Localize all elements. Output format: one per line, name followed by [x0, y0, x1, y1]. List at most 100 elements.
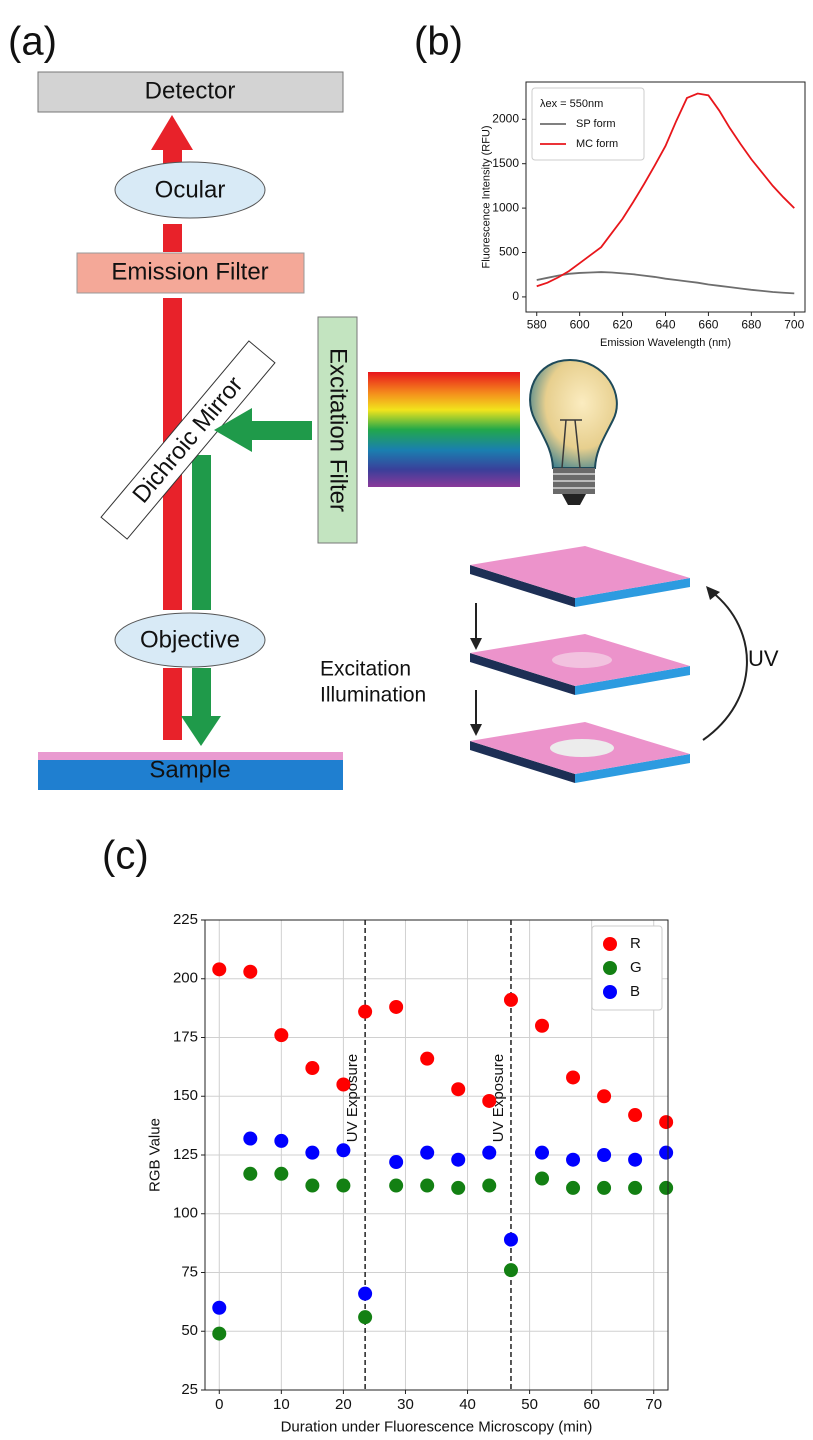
- plate: [470, 634, 690, 695]
- excitation-beam: [192, 455, 211, 610]
- x-tick-label: 600: [570, 317, 590, 331]
- legend-label: B: [630, 983, 640, 1000]
- illumination-label: Excitation: [320, 658, 411, 681]
- arrow-head: [470, 638, 482, 650]
- data-point: [535, 1019, 549, 1033]
- legend-label: SP form: [576, 118, 616, 130]
- data-point: [504, 993, 518, 1007]
- data-point: [358, 1310, 372, 1324]
- y-tick-label: 225: [173, 911, 198, 928]
- data-point: [305, 1179, 319, 1193]
- x-tick-label: 640: [655, 317, 675, 331]
- x-axis-label: Duration under Fluorescence Microscopy (…: [281, 1418, 593, 1435]
- figure: (a) (b) (c) Detector Ocular Emission Fil…: [0, 0, 813, 1440]
- data-point: [659, 1181, 673, 1195]
- data-point: [358, 1287, 372, 1301]
- bleached-spot: [550, 739, 614, 757]
- bulb-tip: [562, 494, 586, 505]
- y-tick-label: 1000: [492, 200, 519, 214]
- data-point: [535, 1172, 549, 1186]
- spectrum: [368, 372, 520, 487]
- y-tick-label: 125: [173, 1146, 198, 1163]
- data-point: [566, 1153, 580, 1167]
- x-tick-label: 580: [527, 317, 547, 331]
- data-point: [504, 1263, 518, 1277]
- data-point: [420, 1052, 434, 1066]
- x-tick-label: 700: [784, 317, 804, 331]
- legend-label: G: [630, 959, 642, 976]
- y-axis-label: Fluorescence Intensity (RFU): [480, 125, 492, 268]
- y-tick-label: 75: [181, 1263, 198, 1280]
- y-tick-label: 500: [499, 245, 519, 259]
- data-point: [243, 965, 257, 979]
- mirror-label: Dichroic Mirror: [127, 371, 248, 508]
- data-point: [212, 1327, 226, 1341]
- data-point: [389, 1179, 403, 1193]
- x-tick-label: 70: [645, 1396, 662, 1413]
- excitation-beam: [250, 421, 312, 440]
- data-point: [659, 1115, 673, 1129]
- sample-label: Sample: [149, 756, 230, 783]
- y-tick-label: 150: [173, 1087, 198, 1104]
- data-point: [305, 1061, 319, 1075]
- chart: 255075100125150175200225010203040506070D…: [146, 911, 673, 1436]
- illumination-label: Illumination: [320, 684, 426, 707]
- y-tick-label: 175: [173, 1028, 198, 1045]
- panel-label: (b): [414, 20, 463, 64]
- data-point: [451, 1153, 465, 1167]
- data-point: [243, 1167, 257, 1181]
- data-point: [274, 1167, 288, 1181]
- data-point: [597, 1181, 611, 1195]
- x-tick-label: 50: [521, 1396, 538, 1413]
- y-tick-label: 2000: [492, 111, 519, 125]
- bleached-spot: [552, 652, 612, 668]
- chart: 0500100015002000580600620640660680700Emi…: [480, 82, 805, 349]
- page: {"diagram": { "panel_labels": ["(a)", "(…: [0, 0, 813, 1440]
- detector-label: Detector: [145, 77, 236, 104]
- light-bulb: [530, 360, 617, 505]
- y-tick-label: 1500: [492, 156, 519, 170]
- legend-title: λex = 550nm: [540, 98, 603, 110]
- legend-label: R: [630, 935, 641, 952]
- legend-box: [592, 926, 662, 1010]
- emission-beam: [163, 668, 182, 740]
- data-point: [336, 1078, 350, 1092]
- x-axis-label: Emission Wavelength (nm): [600, 337, 731, 349]
- data-point: [659, 1146, 673, 1160]
- y-axis-label: RGB Value: [146, 1118, 163, 1192]
- x-tick-label: 620: [613, 317, 633, 331]
- microscope-diagram: Detector Ocular Emission Filter Dichroic…: [38, 72, 617, 790]
- x-tick-label: 10: [273, 1396, 290, 1413]
- data-point: [274, 1134, 288, 1148]
- x-tick-label: 60: [583, 1396, 600, 1413]
- data-point: [451, 1082, 465, 1096]
- data-point: [420, 1179, 434, 1193]
- bulb-glass: [530, 360, 617, 468]
- data-point: [358, 1005, 372, 1019]
- legend-marker: [603, 937, 617, 951]
- x-tick-label: 0: [215, 1396, 223, 1413]
- ocular-label: Ocular: [155, 176, 226, 203]
- y-tick-label: 25: [181, 1381, 198, 1398]
- data-point: [482, 1094, 496, 1108]
- arrow-head: [470, 724, 482, 736]
- uv-label: UV: [748, 646, 779, 671]
- data-point: [482, 1179, 496, 1193]
- x-tick-label: 680: [741, 317, 761, 331]
- data-point: [212, 1301, 226, 1315]
- data-point: [420, 1146, 434, 1160]
- x-tick-label: 30: [397, 1396, 414, 1413]
- emission-arrow-head: [151, 115, 193, 150]
- data-point: [305, 1146, 319, 1160]
- data-point: [628, 1181, 642, 1195]
- data-point: [628, 1153, 642, 1167]
- excitation-beam: [192, 668, 211, 718]
- data-point: [336, 1143, 350, 1157]
- y-tick-label: 100: [173, 1205, 198, 1222]
- y-tick-label: 0: [512, 289, 519, 303]
- legend-label: MC form: [576, 138, 618, 150]
- data-point: [566, 1070, 580, 1084]
- panel-label: (c): [102, 834, 149, 878]
- x-tick-label: 20: [335, 1396, 352, 1413]
- data-point: [628, 1108, 642, 1122]
